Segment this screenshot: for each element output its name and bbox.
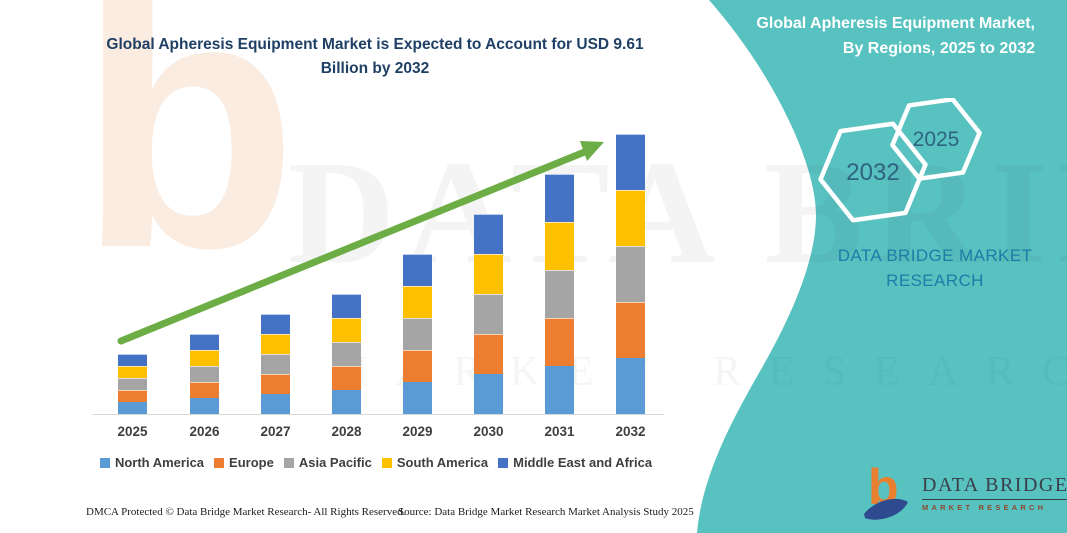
bar-segment-europe-2030: [474, 334, 503, 374]
bar-segment-europe-2031: [545, 318, 574, 366]
x-axis-line: [92, 414, 664, 415]
bar-segment-middle-east-and-africa-2031: [545, 174, 574, 222]
bar-2028: [332, 294, 361, 414]
bar-segment-north-america-2031: [545, 366, 574, 414]
bar-2032: [616, 134, 645, 414]
hexagon-2025: [890, 98, 982, 181]
bar-2025: [118, 354, 147, 414]
bar-segment-asia-pacific-2025: [118, 378, 147, 390]
bar-segment-north-america-2032: [616, 358, 645, 414]
dmca-notice: DMCA Protected © Data Bridge Market Rese…: [86, 506, 406, 518]
bar-segment-europe-2027: [261, 374, 290, 394]
bar-segment-south-america-2031: [545, 222, 574, 270]
bar-segment-north-america-2029: [403, 382, 432, 414]
dbmr-logo-icon: b: [864, 462, 908, 520]
bar-segment-middle-east-and-africa-2027: [261, 314, 290, 334]
bar-segment-middle-east-and-africa-2025: [118, 354, 147, 366]
bar-2027: [261, 314, 290, 414]
source-note: Source: Data Bridge Market Research Mark…: [398, 506, 694, 518]
bar-2031: [545, 174, 574, 414]
sidebar-shape: [697, 0, 1067, 533]
bar-segment-middle-east-and-africa-2026: [190, 334, 219, 350]
bar-segment-middle-east-and-africa-2028: [332, 294, 361, 318]
chart-title: Global Apheresis Equipment Market is Exp…: [106, 36, 644, 78]
legend-item-north-america: North America: [99, 455, 205, 470]
bar-segment-asia-pacific-2032: [616, 246, 645, 302]
logo-tagline: MARKET RESEARCH: [922, 503, 1047, 512]
bar-segment-europe-2032: [616, 302, 645, 358]
legend-label: Asia Pacific: [298, 455, 372, 470]
hexagon-2032-label: 2032: [846, 159, 899, 186]
bar-segment-north-america-2030: [474, 374, 503, 414]
bar-segment-north-america-2027: [261, 394, 290, 414]
bar-segment-south-america-2027: [261, 334, 290, 354]
watermark-market-research: MARKET RESEARCH: [330, 349, 1067, 395]
bar-segment-europe-2026: [190, 382, 219, 398]
legend-item-middle-east-and-africa: Middle East and Africa: [498, 455, 652, 470]
chart-legend: North America Europe Asia Pacific South Ame…: [78, 455, 674, 470]
legend-item-south-america: South America: [381, 455, 489, 470]
legend-marker-south-america: [381, 457, 392, 468]
bar-segment-north-america-2025: [118, 402, 147, 414]
bar-segment-asia-pacific-2030: [474, 294, 503, 334]
legend-label: Europe: [229, 455, 274, 470]
bar-segment-europe-2028: [332, 366, 361, 390]
legend-marker-europe: [214, 457, 225, 468]
logo-name: DATA BRIDGE: [922, 474, 1067, 500]
legend-marker-asia-pacific: [283, 457, 294, 468]
legend-marker-middle-east-and-africa: [498, 457, 509, 468]
bar-segment-north-america-2026: [190, 398, 219, 414]
bar-segment-middle-east-and-africa-2032: [616, 134, 645, 190]
legend-label: South America: [396, 455, 489, 470]
dbmr-logo: b DATA BRIDGE MARKET RESEARCH: [862, 462, 1067, 524]
bar-segment-europe-2025: [118, 390, 147, 402]
bar-segment-asia-pacific-2031: [545, 270, 574, 318]
bar-segment-asia-pacific-2029: [403, 318, 432, 350]
legend-item-asia-pacific: Asia Pacific: [283, 455, 372, 470]
bar-segment-middle-east-and-africa-2029: [403, 254, 432, 286]
bar-segment-asia-pacific-2027: [261, 354, 290, 374]
x-tick-2027: 2027: [260, 424, 291, 439]
bar-segment-south-america-2025: [118, 366, 147, 378]
brand-text: DATA BRIDGE MARKET RESEARCH: [837, 246, 1033, 290]
x-tick-2031: 2031: [544, 424, 575, 439]
x-tick-2029: 2029: [402, 424, 433, 439]
hexagon-2032: [818, 121, 928, 223]
bar-segment-south-america-2026: [190, 350, 219, 366]
hexagon-2025-label: 2025: [913, 128, 960, 151]
bar-segment-south-america-2032: [616, 190, 645, 246]
bar-segment-asia-pacific-2028: [332, 342, 361, 366]
bar-segment-south-america-2028: [332, 318, 361, 342]
hexagon-years-graphic: 2032 2025: [818, 98, 982, 223]
bar-segment-south-america-2030: [474, 254, 503, 294]
bar-2029: [403, 254, 432, 414]
x-tick-2025: 2025: [117, 424, 148, 439]
bar-segment-middle-east-and-africa-2030: [474, 214, 503, 254]
bar-segment-south-america-2029: [403, 286, 432, 318]
sidebar-title: Global Apheresis Equipment Market, By Re…: [756, 15, 1035, 57]
x-tick-2030: 2030: [473, 424, 504, 439]
x-tick-2026: 2026: [189, 424, 220, 439]
legend-label: Middle East and Africa: [513, 455, 653, 470]
x-tick-2028: 2028: [331, 424, 362, 439]
x-tick-2032: 2032: [615, 424, 646, 439]
bar-2026: [190, 334, 219, 414]
bar-2030: [474, 214, 503, 414]
legend-label: North America: [114, 455, 205, 470]
bar-segment-north-america-2028: [332, 390, 361, 414]
bar-segment-asia-pacific-2026: [190, 366, 219, 382]
legend-item-europe: Europe: [214, 455, 274, 470]
legend-marker-north-america: [99, 457, 110, 468]
bar-segment-europe-2029: [403, 350, 432, 382]
